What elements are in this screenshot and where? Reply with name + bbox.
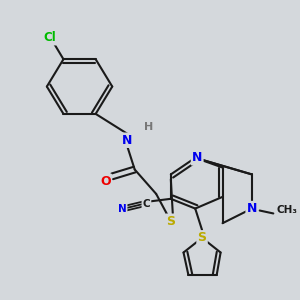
Text: CH₃: CH₃ <box>276 206 297 215</box>
Text: N: N <box>247 202 257 215</box>
Text: N: N <box>118 204 126 214</box>
Text: S: S <box>166 215 175 228</box>
Text: C: C <box>142 199 150 209</box>
Text: S: S <box>198 231 207 244</box>
Text: O: O <box>100 175 111 188</box>
Text: Cl: Cl <box>44 31 56 44</box>
Text: N: N <box>122 134 132 147</box>
Text: N: N <box>192 151 202 164</box>
Text: H: H <box>145 122 154 133</box>
